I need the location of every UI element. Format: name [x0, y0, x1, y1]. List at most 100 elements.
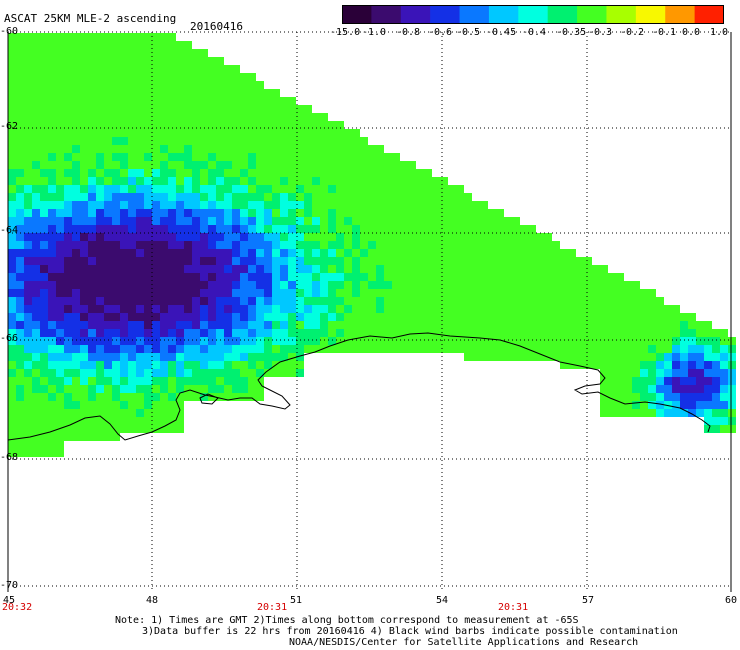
swath-cell	[416, 297, 424, 305]
swath-cell	[280, 321, 288, 329]
swath-cell	[280, 329, 288, 337]
swath-cell	[232, 257, 240, 265]
swath-cell	[472, 225, 480, 233]
swath-cell	[408, 241, 416, 249]
swath-cell	[344, 177, 352, 185]
swath-cell	[232, 201, 240, 209]
swath-cell	[144, 65, 152, 73]
swath-cell	[72, 385, 80, 393]
swath-cell	[104, 241, 112, 249]
swath-cell	[328, 145, 336, 153]
colorbar-cell	[606, 5, 637, 24]
swath-cell	[512, 249, 520, 257]
swath-cell	[192, 353, 200, 361]
swath-cell	[352, 177, 360, 185]
swath-cell	[424, 169, 432, 177]
swath-cell	[608, 273, 616, 281]
swath-cell	[248, 73, 256, 81]
swath-cell	[384, 185, 392, 193]
swath-cell	[176, 217, 184, 225]
swath-cell	[344, 201, 352, 209]
swath-cell	[728, 425, 736, 433]
swath-cell	[80, 33, 88, 41]
swath-cell	[96, 161, 104, 169]
swath-cell	[688, 401, 696, 409]
swath-cell	[40, 41, 48, 49]
swath-cell	[328, 225, 336, 233]
swath-cell	[384, 337, 392, 345]
swath-cell	[592, 265, 600, 273]
swath-cell	[208, 169, 216, 177]
swath-cell	[440, 225, 448, 233]
swath-cell	[216, 185, 224, 193]
swath-cell	[216, 217, 224, 225]
swath-cell	[480, 209, 488, 217]
swath-cell	[280, 177, 288, 185]
swath-cell	[168, 89, 176, 97]
swath-cell	[200, 233, 208, 241]
swath-cell	[16, 289, 24, 297]
swath-cell	[80, 297, 88, 305]
swath-cell	[656, 385, 664, 393]
swath-cell	[56, 273, 64, 281]
swath-cell	[536, 249, 544, 257]
swath-cell	[168, 241, 176, 249]
swath-cell	[272, 193, 280, 201]
swath-cell	[336, 321, 344, 329]
swath-cell	[616, 297, 624, 305]
swath-cell	[32, 113, 40, 121]
swath-cell	[336, 209, 344, 217]
swath-cell	[208, 105, 216, 113]
swath-cell	[584, 321, 592, 329]
swath-cell	[48, 121, 56, 129]
swath-cell	[256, 377, 264, 385]
swath-cell	[56, 105, 64, 113]
swath-cell	[88, 217, 96, 225]
swath-cell	[256, 273, 264, 281]
swath-cell	[160, 289, 168, 297]
swath-cell	[248, 169, 256, 177]
swath-cell	[144, 121, 152, 129]
swath-cell	[552, 265, 560, 273]
swath-cell	[128, 33, 136, 41]
swath-cell	[120, 281, 128, 289]
swath-cell	[264, 305, 272, 313]
swath-cell	[104, 209, 112, 217]
swath-cell	[376, 281, 384, 289]
swath-cell	[272, 217, 280, 225]
swath-cell	[272, 97, 280, 105]
swath-cell	[232, 377, 240, 385]
swath-cell	[304, 185, 312, 193]
swath-cell	[96, 409, 104, 417]
swath-cell	[224, 329, 232, 337]
swath-cell	[480, 321, 488, 329]
swath-cell	[544, 337, 552, 345]
swath-cell	[664, 313, 672, 321]
swath-cell	[560, 329, 568, 337]
swath-cell	[120, 193, 128, 201]
swath-cell	[240, 105, 248, 113]
swath-cell	[208, 313, 216, 321]
swath-cell	[432, 337, 440, 345]
swath-cell	[56, 81, 64, 89]
swath-cell	[40, 289, 48, 297]
swath-cell	[128, 121, 136, 129]
swath-cell	[272, 289, 280, 297]
colorbar-label: -0.6	[428, 27, 453, 38]
swath-cell	[304, 169, 312, 177]
swath-cell	[152, 369, 160, 377]
swath-cell	[320, 321, 328, 329]
swath-cell	[576, 345, 584, 353]
swath-cell	[112, 337, 120, 345]
swath-cell	[272, 121, 280, 129]
swath-cell	[248, 313, 256, 321]
swath-cell	[144, 49, 152, 57]
swath-cell	[504, 281, 512, 289]
swath-cell	[280, 249, 288, 257]
swath-cell	[200, 177, 208, 185]
swath-cell	[640, 289, 648, 297]
swath-cell	[144, 353, 152, 361]
swath-cell	[512, 225, 520, 233]
swath-cell	[304, 289, 312, 297]
swath-cell	[8, 89, 16, 97]
